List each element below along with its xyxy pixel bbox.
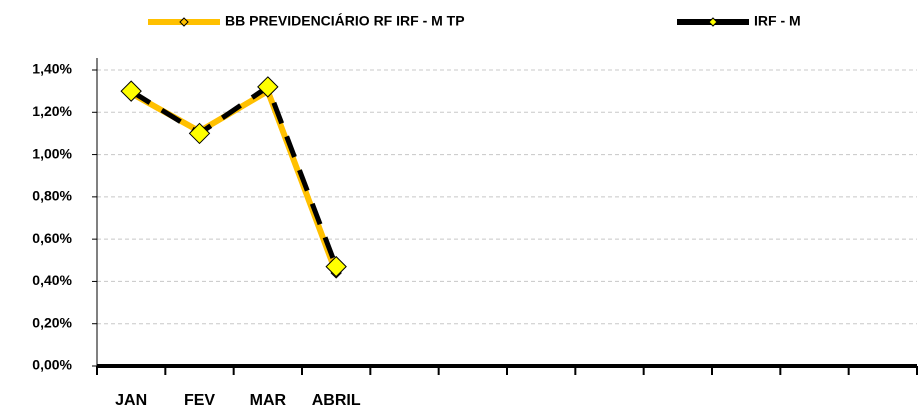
legend-label: BB PREVIDENCIÁRIO RF IRF - M TP	[225, 13, 465, 29]
x-tick-label: ABRIL	[312, 392, 361, 409]
x-tick-label: JAN	[115, 392, 147, 409]
x-tick-label: FEV	[184, 392, 215, 409]
legend-marker	[179, 17, 189, 27]
y-tick-label: 1,20%	[32, 103, 72, 119]
x-tick-label: MAR	[250, 392, 287, 409]
legend-label: IRF - M	[754, 13, 801, 29]
legend-marker	[708, 17, 718, 27]
marker	[257, 76, 279, 98]
y-tick-label: 0,60%	[32, 230, 72, 246]
marker	[325, 255, 347, 278]
marker	[120, 80, 142, 102]
y-tick-label: 1,40%	[32, 61, 72, 77]
series-line	[129, 83, 339, 268]
y-tick-label: 0,20%	[32, 314, 72, 330]
y-tick-label: 0,00%	[32, 357, 72, 373]
y-tick-label: 0,80%	[32, 188, 72, 204]
y-tick-label: 0,40%	[32, 272, 72, 288]
marker	[188, 122, 211, 145]
y-tick-label: 1,00%	[32, 145, 72, 161]
